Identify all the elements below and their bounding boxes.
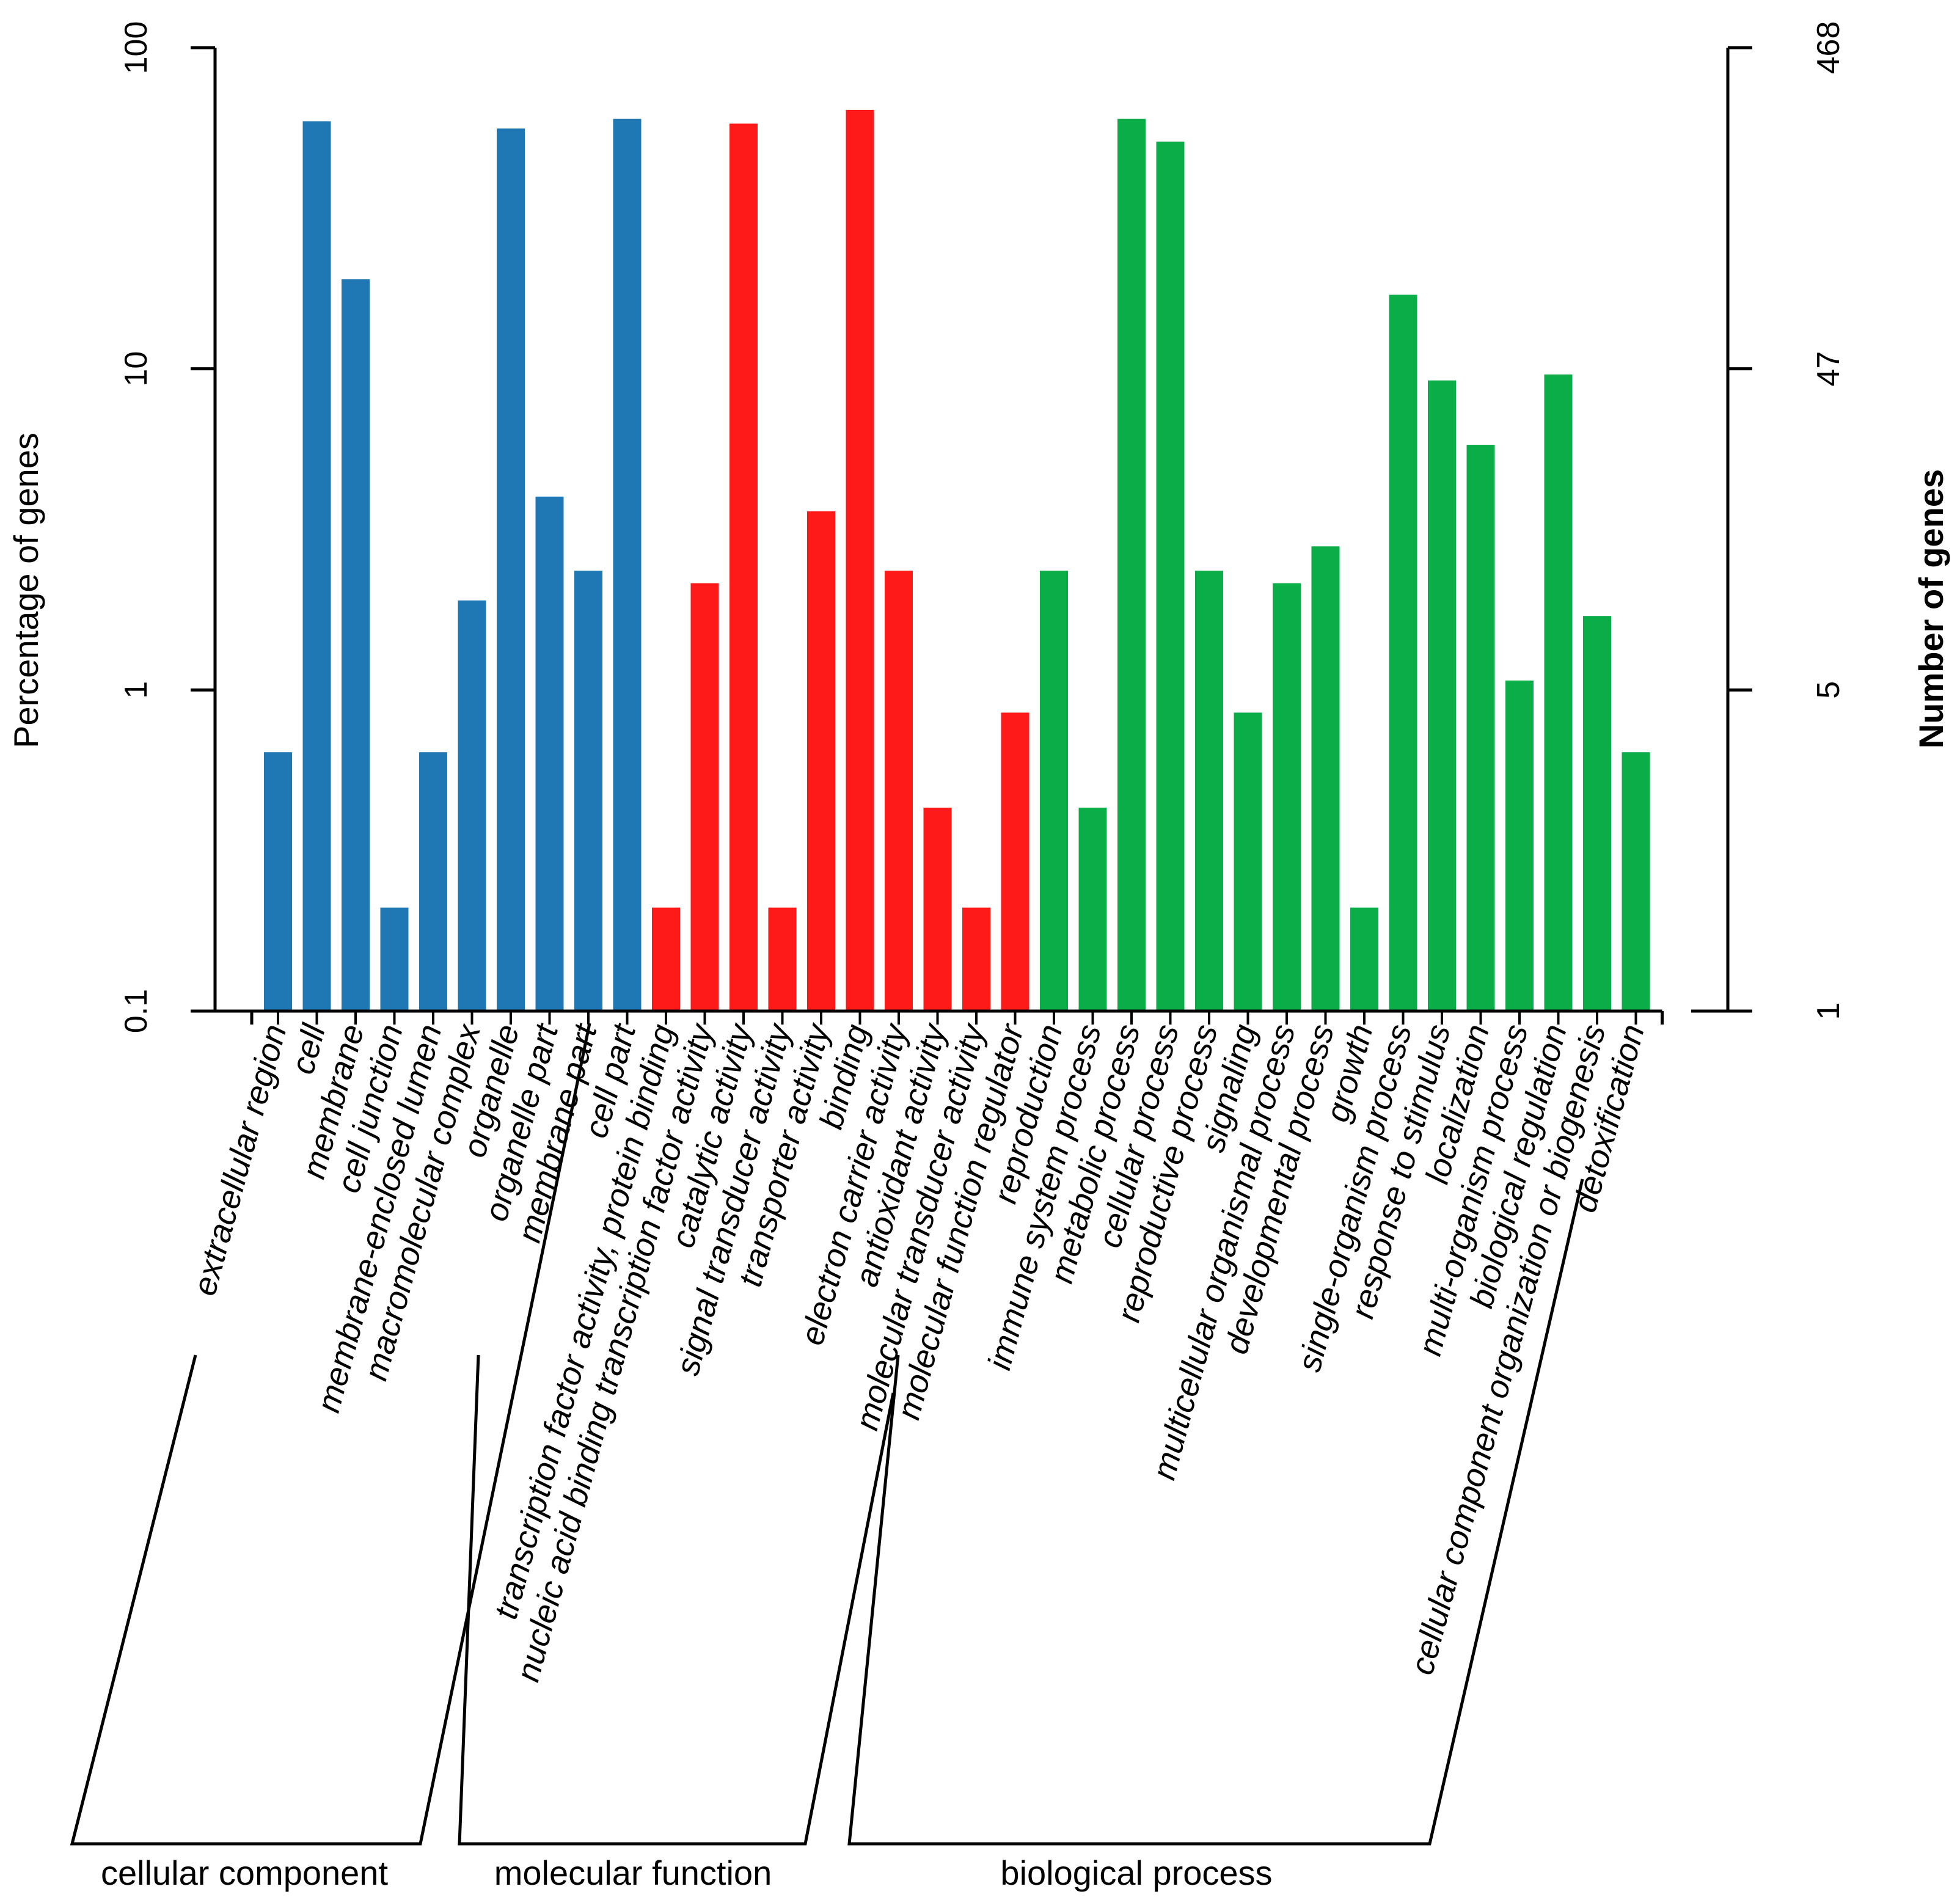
bar[interactable] <box>885 571 913 1011</box>
bar[interactable] <box>923 808 952 1011</box>
group-bracket <box>847 1178 1584 1846</box>
bar[interactable] <box>846 109 874 1011</box>
bar[interactable] <box>497 128 525 1012</box>
category-label: extracellular region <box>186 1021 294 1299</box>
bar[interactable] <box>690 583 719 1011</box>
right-axis-title: Number of genes <box>1912 469 1950 748</box>
bar[interactable] <box>652 907 680 1011</box>
bar[interactable] <box>264 752 292 1011</box>
bar[interactable] <box>730 123 758 1011</box>
bar[interactable] <box>380 907 409 1011</box>
bar[interactable] <box>613 119 642 1011</box>
bar[interactable] <box>1156 141 1185 1012</box>
bar[interactable] <box>1117 119 1146 1011</box>
bar[interactable] <box>458 600 486 1011</box>
bar[interactable] <box>1040 571 1068 1011</box>
bar[interactable] <box>1078 808 1107 1011</box>
right-axis-tick-label: 1 <box>1811 1003 1846 1020</box>
bar[interactable] <box>1466 445 1495 1011</box>
left-axis-tick-label: 10 <box>119 351 154 387</box>
bar[interactable] <box>535 496 564 1011</box>
bar[interactable] <box>1428 380 1456 1012</box>
bar[interactable] <box>342 279 370 1011</box>
bar[interactable] <box>1505 680 1534 1011</box>
bar[interactable] <box>302 121 331 1012</box>
bar[interactable] <box>1001 712 1029 1011</box>
right-axis-tick-label: 468 <box>1811 21 1846 75</box>
bar[interactable] <box>1583 616 1611 1011</box>
bar[interactable] <box>962 907 990 1011</box>
bar[interactable] <box>574 571 602 1011</box>
right-axis-tick-label: 47 <box>1811 351 1846 387</box>
bar[interactable] <box>1234 712 1262 1011</box>
bar[interactable] <box>1273 583 1301 1011</box>
group-bracket <box>458 1354 895 1846</box>
group-label: cellular component <box>101 1854 388 1892</box>
right-axis-tick-label: 5 <box>1811 681 1846 699</box>
bar[interactable] <box>1350 907 1378 1011</box>
left-axis-tick-label: 0.1 <box>119 989 154 1033</box>
group-bracket <box>70 1023 591 1846</box>
bar[interactable] <box>419 752 447 1011</box>
bar[interactable] <box>1195 571 1223 1011</box>
left-axis-tick-label: 1 <box>119 681 154 699</box>
bar[interactable] <box>1389 294 1417 1011</box>
group-label: molecular function <box>494 1854 772 1892</box>
bar[interactable] <box>768 907 797 1011</box>
bar[interactable] <box>1622 752 1650 1011</box>
bar[interactable] <box>1544 374 1573 1011</box>
bar[interactable] <box>1311 546 1340 1011</box>
left-axis-tick-label: 100 <box>119 21 154 75</box>
left-axis-title: Percentage of genes <box>7 433 45 748</box>
bar[interactable] <box>807 511 835 1011</box>
group-label: biological process <box>1000 1854 1272 1892</box>
